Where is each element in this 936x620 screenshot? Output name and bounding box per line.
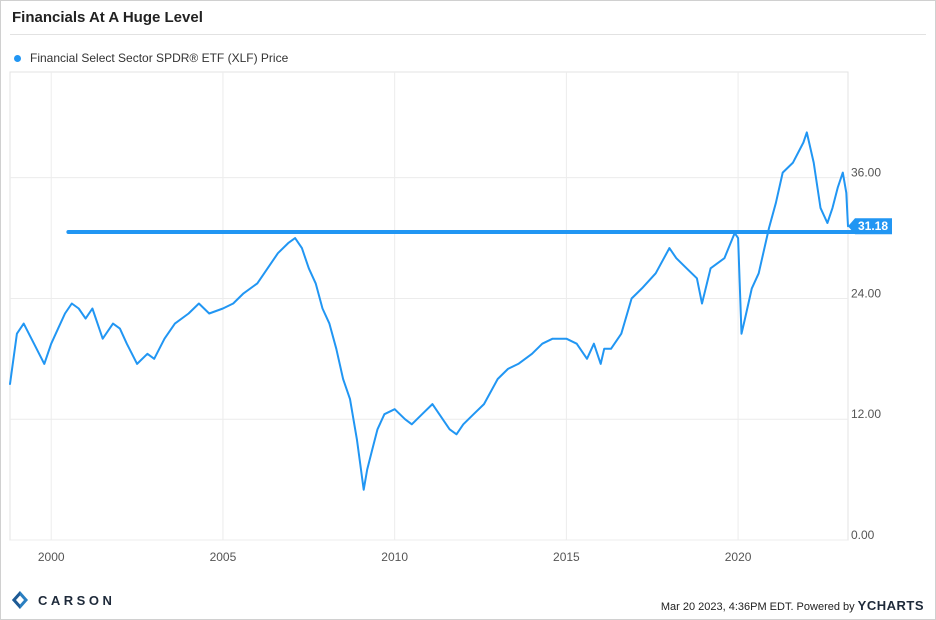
x-tick-label: 2005	[210, 550, 237, 564]
x-tick-label: 2015	[553, 550, 580, 564]
title-divider	[10, 34, 926, 35]
plot-area	[9, 71, 849, 541]
carson-logo: CARSON	[12, 589, 115, 611]
legend-marker	[14, 54, 21, 62]
x-tick-label: 2010	[381, 550, 408, 564]
last-value-tag	[848, 218, 892, 235]
footer-attribution: Mar 20 2023, 4:36PM EDT. Powered by YCHA…	[661, 598, 924, 613]
price-series-line	[9, 131, 849, 491]
carson-logo-icon	[12, 591, 28, 609]
y-tick-label: 0.00	[851, 528, 875, 542]
legend[interactable]: Financial Select Sector SPDR® ETF (XLF) …	[14, 51, 288, 65]
y-tick-label: 24.00	[851, 286, 881, 300]
ycharts-logo: YCHARTS	[857, 598, 924, 613]
x-tick-label: 2000	[38, 550, 65, 564]
timestamp: Mar 20 2023, 4:36PM EDT. Powered by	[660, 601, 855, 613]
legend-label: Financial Select Sector SPDR® ETF (XLF) …	[30, 51, 289, 65]
last-value-label: 31.18	[858, 219, 888, 233]
y-tick-label: 36.00	[851, 166, 881, 180]
y-tick-label: 12.00	[851, 407, 881, 421]
chart-title: Financials At A Huge Level	[12, 9, 203, 26]
x-tick-label: 2020	[725, 550, 752, 564]
carson-logo-text: CARSON	[38, 592, 116, 608]
